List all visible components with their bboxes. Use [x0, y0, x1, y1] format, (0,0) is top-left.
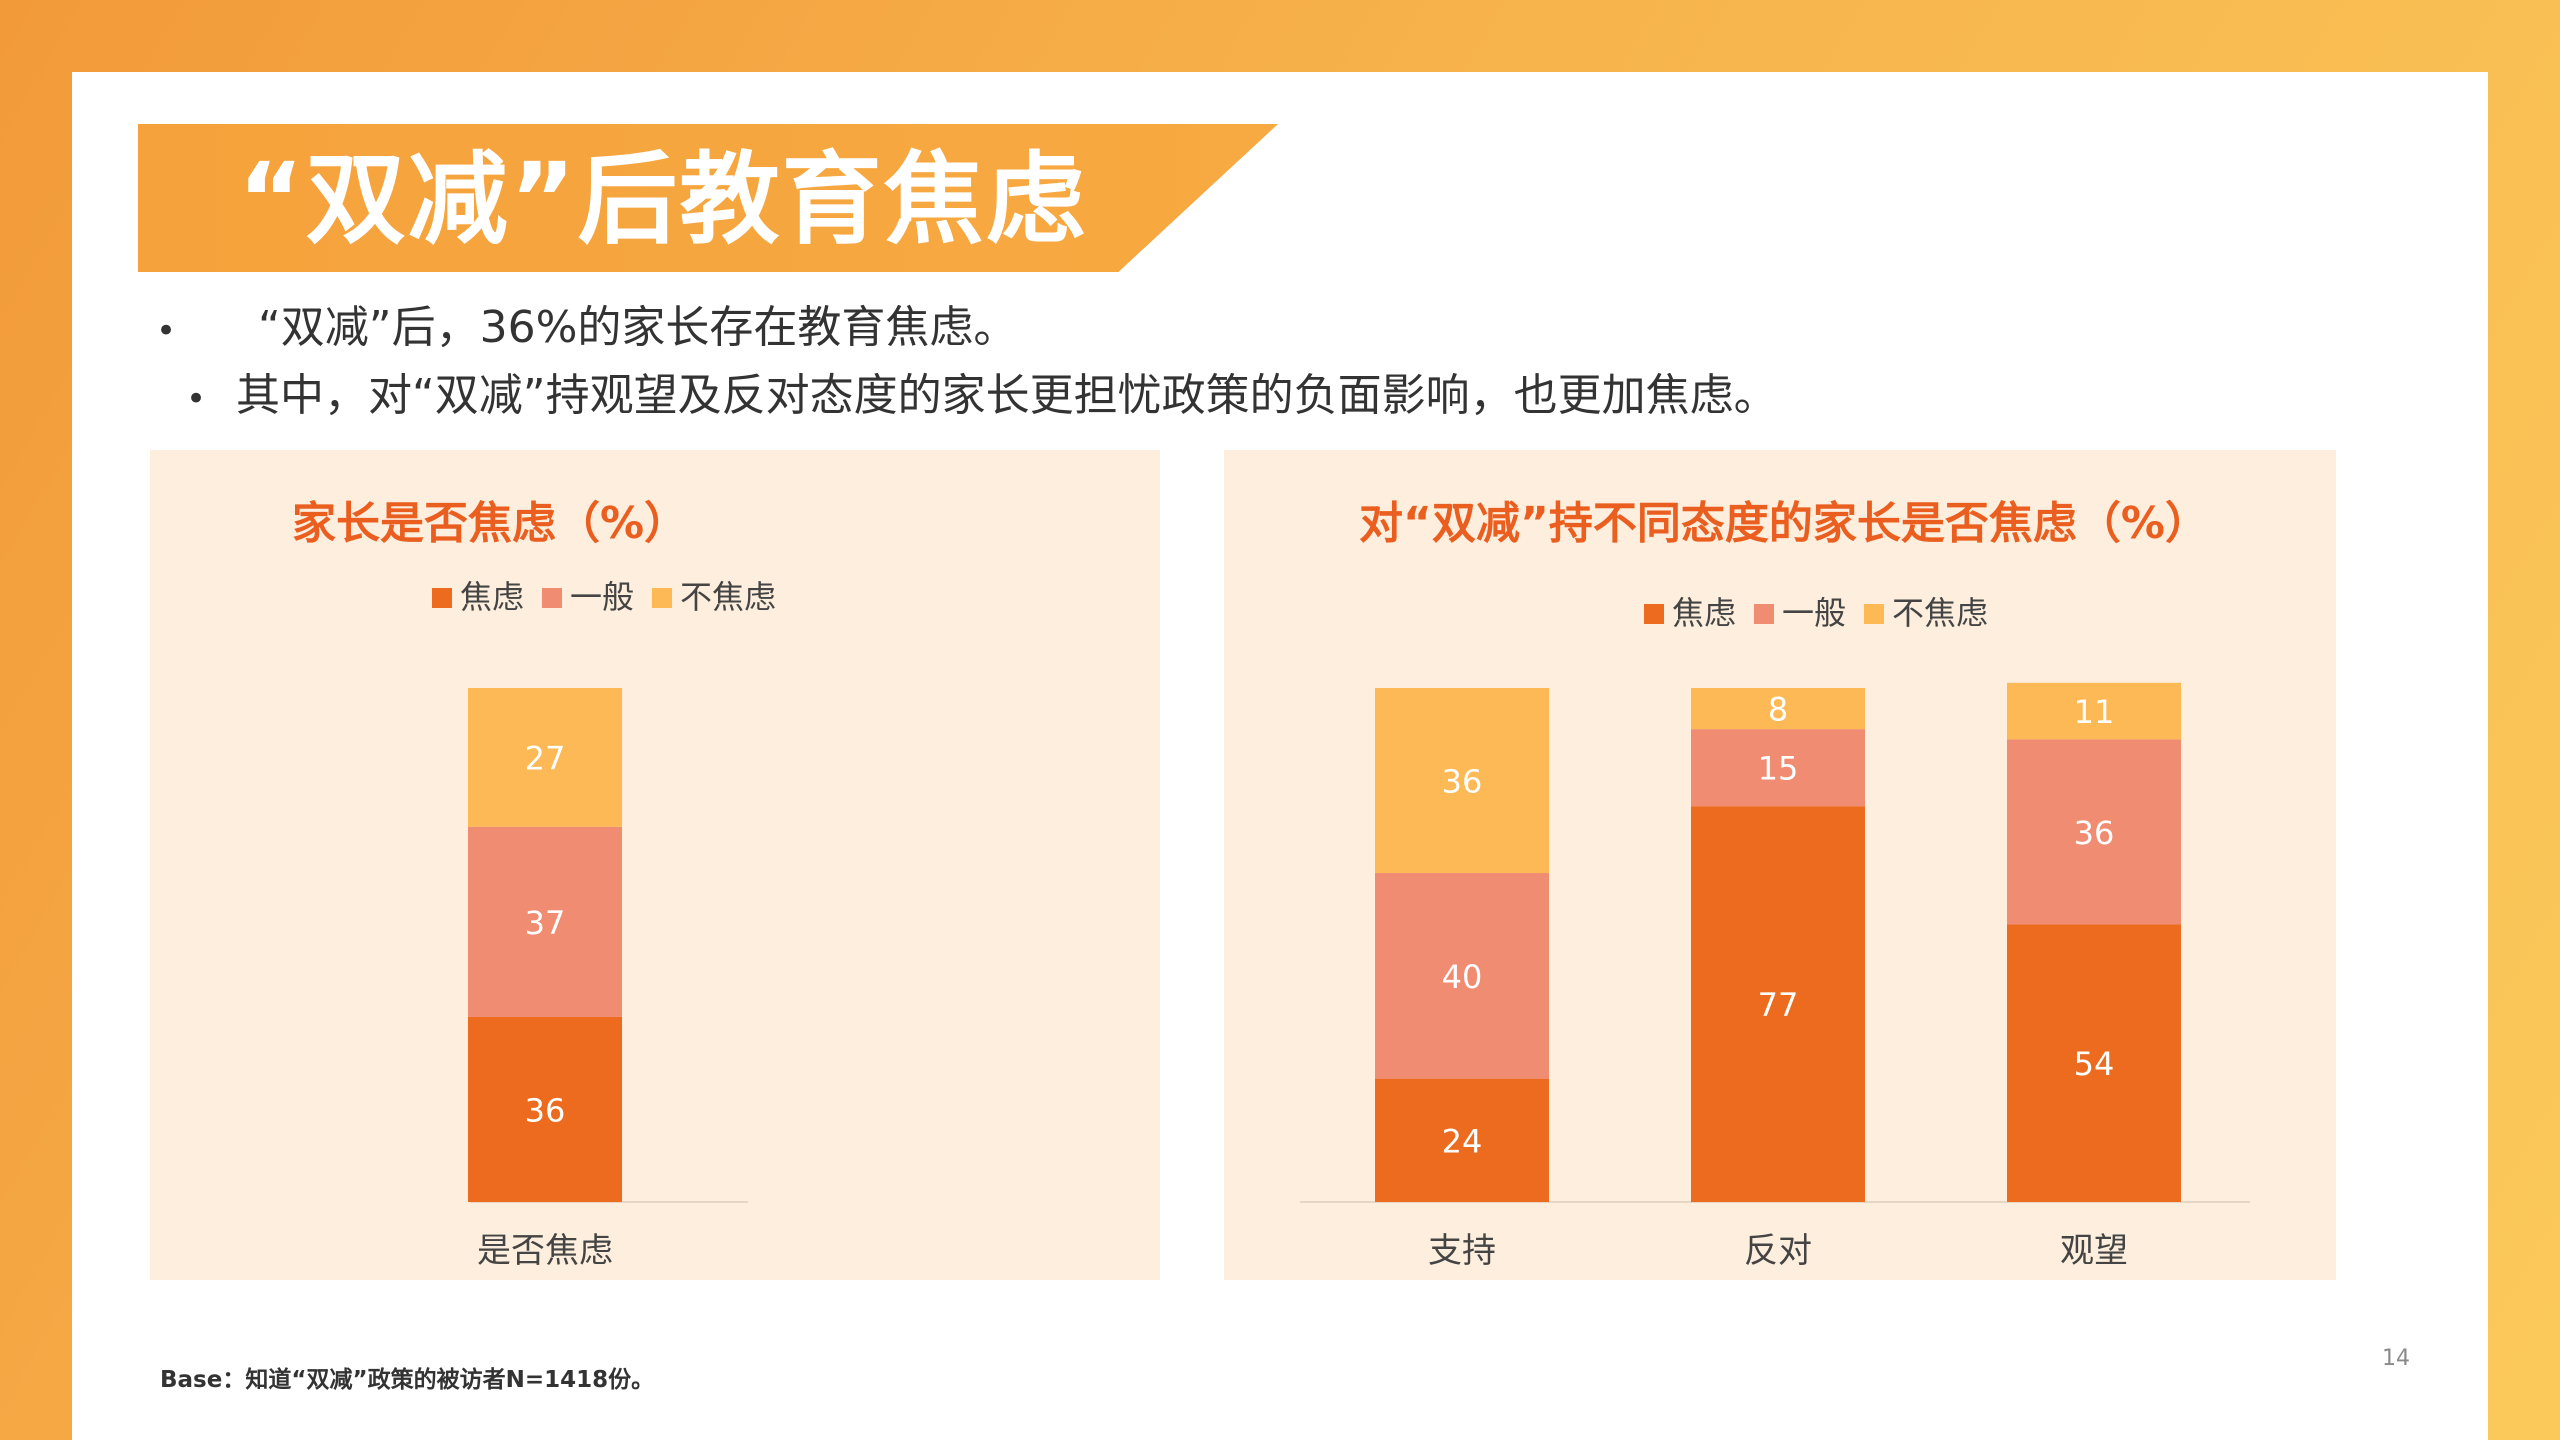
page-title: “双减”后教育焦虑	[238, 141, 1088, 258]
data-label: 15	[1758, 750, 1799, 788]
data-label: 54	[2074, 1045, 2115, 1083]
legend-swatch-1	[1754, 604, 1774, 624]
legend-label: 焦虑	[1672, 594, 1736, 632]
legend-swatch-2	[1864, 604, 1884, 624]
data-label: 27	[525, 739, 566, 777]
data-label: 36	[525, 1091, 566, 1129]
legend-label: 不焦虑	[1892, 594, 1988, 632]
bar-segment	[1375, 1078, 1549, 1202]
bar-segment	[468, 688, 622, 827]
bar-segment	[2007, 682, 2181, 740]
bullet-dot-icon: •	[156, 311, 177, 351]
chart-title: 对“双减”持不同态度的家长是否焦虑（%）	[1359, 498, 2209, 549]
data-label: 36	[1442, 763, 1483, 801]
bar-segment	[468, 1016, 622, 1202]
legend-label: 一般	[1782, 594, 1846, 632]
chart-panel-overall: 家长是否焦虑（%） 焦虑 一般 不焦虑 36 37 27 是否焦虑	[150, 450, 1160, 1280]
bullet-2-text: 其中，对“双减”持观望及反对态度的家长更担忧政策的负面影响，也更加焦虑。	[236, 370, 1778, 421]
category-label: 是否焦虑	[477, 1231, 613, 1271]
data-label: 40	[1442, 958, 1483, 996]
bar-segment	[1691, 729, 1865, 807]
bullet-2: • 其中，对“双减”持观望及反对态度的家长更担忧政策的负面影响，也更加焦虑。	[186, 364, 1778, 428]
category-label: 反对	[1744, 1231, 1812, 1271]
data-label: 36	[2074, 814, 2115, 852]
bar-segment	[2007, 739, 2181, 925]
data-label: 11	[2074, 693, 2115, 731]
chart-overall-anxiety: 家长是否焦虑（%） 焦虑 一般 不焦虑 36 37 27 是否焦虑	[292, 498, 776, 1271]
bar-segment	[468, 826, 622, 1017]
legend-label: 一般	[570, 578, 634, 616]
bar-segment	[1691, 688, 1865, 730]
bar-segment	[2007, 924, 2181, 1202]
chart-panel-by-attitude: 对“双减”持不同态度的家长是否焦虑（%） 焦虑 一般 不焦虑 24 40 36 支持 77 15 8…	[1224, 450, 2336, 1280]
bullet-1-text: “双减”后，36%的家长存在教育焦虑。	[258, 302, 1018, 353]
category-label: 支持	[1428, 1231, 1496, 1271]
legend-swatch-0	[432, 588, 452, 608]
category-label: 观望	[2060, 1231, 2128, 1271]
data-label: 8	[1768, 691, 1788, 729]
bullet-1: • “双减”后，36%的家长存在教育焦虑。	[156, 296, 1017, 360]
legend-label: 不焦虑	[680, 578, 776, 616]
legend-swatch-1	[542, 588, 562, 608]
legend-label: 焦虑	[460, 578, 524, 616]
chart-anxiety-by-attitude: 对“双减”持不同态度的家长是否焦虑（%） 焦虑 一般 不焦虑 24 40 36 支持 77 15 8…	[1300, 498, 2250, 1271]
base-note: Base：知道“双减”政策的被访者N=1418份。	[160, 1367, 655, 1393]
page-number: 14	[2382, 1346, 2410, 1371]
chart-title: 家长是否焦虑（%）	[292, 498, 688, 549]
bullet-dot-icon: •	[186, 379, 207, 419]
bar-segment	[1375, 688, 1549, 874]
legend-swatch-2	[652, 588, 672, 608]
data-label: 37	[525, 904, 566, 942]
data-label: 24	[1442, 1122, 1483, 1160]
data-label: 77	[1758, 986, 1799, 1024]
title-banner	[138, 124, 1278, 272]
bar-segment	[1375, 873, 1549, 1079]
legend-swatch-0	[1644, 604, 1664, 624]
bar-segment	[1691, 806, 1865, 1202]
